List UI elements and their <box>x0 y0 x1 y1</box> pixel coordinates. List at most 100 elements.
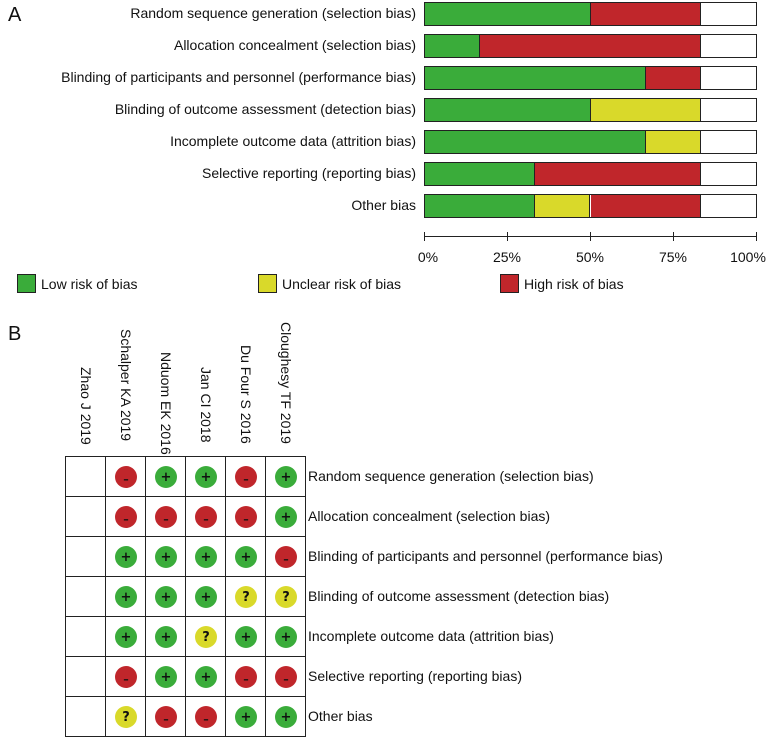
judgement-low-plus-icon: + <box>195 666 217 688</box>
judgement-low-plus-icon: + <box>155 626 177 648</box>
judgement-high-minus-icon: – <box>235 506 257 528</box>
bar-label-incomplete-outcome: Incomplete outcome data (attrition bias) <box>170 133 416 149</box>
grid-cell <box>66 617 106 657</box>
grid-cell <box>66 537 106 577</box>
legend-swatch-low <box>17 274 36 293</box>
judgement-unclear-question-icon: ? <box>195 626 217 648</box>
grid-cell: – <box>106 657 146 697</box>
grid-cell: – <box>226 657 266 697</box>
judgement-low-plus-icon: + <box>195 466 217 488</box>
bar-segment-incomplete-outcome-low <box>425 131 646 153</box>
judgement-unclear-question-icon: ? <box>115 706 137 728</box>
judgement-high-minus-icon: – <box>115 506 137 528</box>
grid-cell: – <box>146 697 186 737</box>
judgement-unclear-question-icon: ? <box>275 586 297 608</box>
grid-cell: – <box>266 537 306 577</box>
legend-label-high: High risk of bias <box>524 276 624 292</box>
legend-swatch-unclear <box>258 274 277 293</box>
x-tick-label-2: 50% <box>575 249 605 265</box>
x-tick-2 <box>590 232 591 241</box>
judgement-low-plus-icon: + <box>195 546 217 568</box>
grid-cell: + <box>106 577 146 617</box>
bar-segment-blinding-outcome-unclear <box>590 99 701 121</box>
bar-segment-blinding-outcome-low <box>425 99 591 121</box>
grid-cell: + <box>186 457 226 497</box>
grid-cell: + <box>186 657 226 697</box>
bar-segment-selective-reporting-high <box>535 163 701 185</box>
panel-b-letter: B <box>8 323 22 345</box>
judgement-low-plus-icon: + <box>275 466 297 488</box>
bar-segment-selective-reporting-low <box>425 163 536 185</box>
bar-label-blinding-participants: Blinding of participants and personnel (… <box>61 69 416 85</box>
x-tick-3 <box>673 232 674 241</box>
row-label-blinding-outcome: Blinding of outcome assessment (detectio… <box>308 588 610 604</box>
row-label-allocation-concealment: Allocation concealment (selection bias) <box>308 508 551 524</box>
judgement-low-plus-icon: + <box>235 706 257 728</box>
bar-segment-blinding-participants-high <box>645 67 702 89</box>
bar-blinding-outcome <box>424 98 757 122</box>
legend-label-unclear: Unclear risk of bias <box>282 276 402 292</box>
judgement-unclear-question-icon: ? <box>235 586 257 608</box>
study-label-2: Nduom EK 2016 <box>158 352 174 455</box>
judgement-high-minus-icon: – <box>155 706 177 728</box>
grid-cell <box>66 497 106 537</box>
judgement-low-plus-icon: + <box>235 626 257 648</box>
x-tick-0 <box>424 232 425 241</box>
judgement-high-minus-icon: – <box>115 466 137 488</box>
grid-cell: + <box>146 577 186 617</box>
grid-cell: – <box>106 497 146 537</box>
grid-cell: ? <box>266 577 306 617</box>
grid-cell <box>66 657 106 697</box>
panel-a-letter: A <box>8 4 22 26</box>
grid-cell: + <box>146 617 186 657</box>
row-label-incomplete-outcome: Incomplete outcome data (attrition bias) <box>308 628 554 644</box>
judgement-low-plus-icon: + <box>115 546 137 568</box>
grid-cell: + <box>226 617 266 657</box>
grid-cell: + <box>266 497 306 537</box>
x-tick-label-1: 25% <box>492 249 522 265</box>
judgement-low-plus-icon: + <box>155 586 177 608</box>
judgement-low-plus-icon: + <box>155 546 177 568</box>
grid-cell: + <box>266 617 306 657</box>
bar-segment-blinding-participants-low <box>425 67 646 89</box>
bar-segment-other-bias-high <box>590 195 701 217</box>
judgement-high-minus-icon: – <box>275 546 297 568</box>
judgement-low-plus-icon: + <box>275 706 297 728</box>
bar-label-allocation-concealment: Allocation concealment (selection bias) <box>173 37 416 53</box>
bar-segment-other-bias-low <box>425 195 536 217</box>
bar-selective-reporting <box>424 162 757 186</box>
grid-cell <box>66 697 106 737</box>
x-tick-1 <box>507 232 508 241</box>
bar-label-other-bias: Other bias <box>351 197 416 213</box>
grid-cell: – <box>146 497 186 537</box>
bar-incomplete-outcome <box>424 130 757 154</box>
row-label-random-sequence: Random sequence generation (selection bi… <box>308 468 594 484</box>
x-tick-label-0: 0% <box>417 249 439 265</box>
bar-label-random-sequence: Random sequence generation (selection bi… <box>130 5 416 21</box>
grid-cell: – <box>226 497 266 537</box>
grid-cell: + <box>106 537 146 577</box>
grid-cell: ? <box>186 617 226 657</box>
bar-segment-other-bias-unclear <box>535 195 591 217</box>
x-tick-4 <box>756 232 757 241</box>
grid-cell: + <box>226 537 266 577</box>
bar-blinding-participants <box>424 66 757 90</box>
bar-allocation-concealment <box>424 34 757 58</box>
grid-cell <box>66 577 106 617</box>
bar-segment-allocation-concealment-low <box>425 35 481 57</box>
x-tick-label-3: 75% <box>658 249 688 265</box>
grid-cell: + <box>146 457 186 497</box>
judgement-high-minus-icon: – <box>195 706 217 728</box>
legend-swatch-high <box>500 274 519 293</box>
judgement-low-plus-icon: + <box>155 466 177 488</box>
bar-other-bias <box>424 194 757 218</box>
grid-cell: + <box>106 617 146 657</box>
judgement-high-minus-icon: – <box>195 506 217 528</box>
grid-cell: – <box>186 697 226 737</box>
judgement-low-plus-icon: + <box>195 586 217 608</box>
grid-cell: – <box>186 497 226 537</box>
study-label-5: Cloughesy TF 2019 <box>278 321 294 444</box>
bar-segment-random-sequence-high <box>590 3 701 25</box>
legend-label-low: Low risk of bias <box>41 276 138 292</box>
grid-cell: + <box>226 697 266 737</box>
